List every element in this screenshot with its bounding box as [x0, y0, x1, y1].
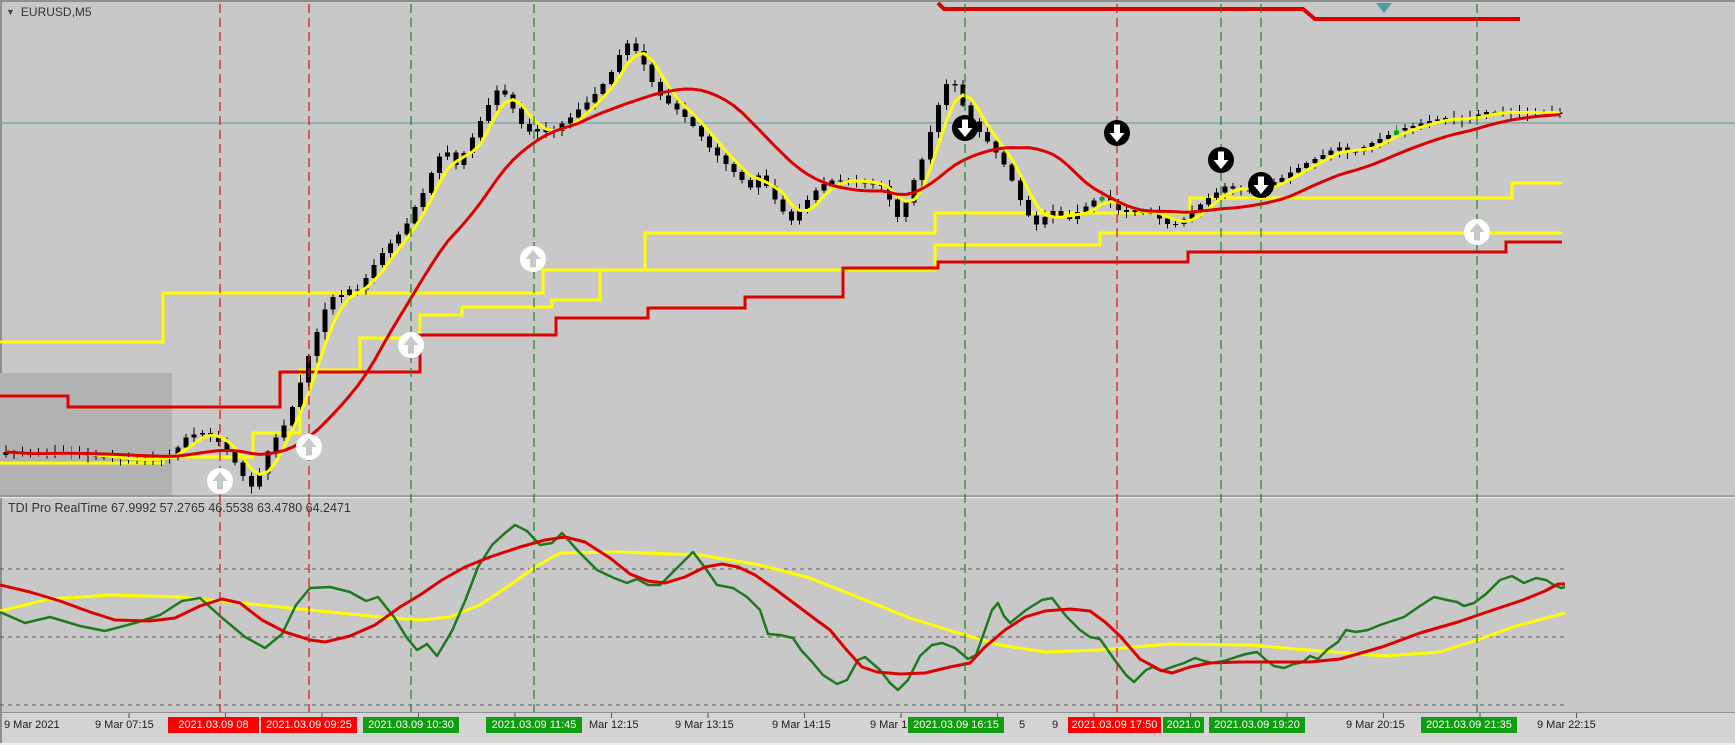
buy-signal-icon	[296, 434, 322, 460]
ma-line-red	[5, 87, 1561, 458]
sell-signal-icon	[1208, 147, 1234, 173]
time-axis-label: 9	[1052, 719, 1059, 731]
tdi-yellow-line	[0, 550, 1566, 658]
window-left-border	[0, 0, 2, 745]
buy-signal-icon	[207, 468, 233, 494]
time-axis-label: 2021.03.09 08	[168, 717, 259, 733]
yellow-upper-step	[0, 181, 1562, 344]
time-axis-label: 2021.03.09 11:45	[486, 717, 582, 733]
time-axis-label: 2021.03.09 16:15	[908, 717, 1004, 733]
tdi-green-line	[0, 523, 1566, 692]
time-axis-label: 2021.03.09 09:25	[261, 717, 357, 733]
time-axis-label: Mar 12:15	[589, 719, 639, 731]
sell-signal-icon	[952, 115, 978, 141]
window-top-border	[0, 0, 1735, 2]
time-axis-label: 9 Mar 2021	[4, 719, 60, 731]
chevron-down-icon[interactable]: ▼	[6, 7, 15, 17]
time-axis-label: 2021.03.09 19:20	[1209, 717, 1305, 733]
red-upper-step	[936, 1, 1520, 21]
buy-signal-icon	[398, 332, 424, 358]
time-axis-label: 9 Mar 20:15	[1346, 719, 1405, 731]
time-axis-label: 9 Mar 07:15	[95, 719, 154, 731]
session-highlight-rect	[0, 373, 172, 497]
time-axis-label: 5	[1019, 719, 1026, 731]
time-axis-label: 2021.03.09 17:50	[1068, 717, 1161, 733]
time-axis-label: 9 Mar 13:15	[675, 719, 734, 731]
alert-marker-icon	[1376, 3, 1392, 13]
tdi-indicator-panel[interactable]	[0, 523, 1567, 706]
symbol-timeframe-text: EURUSD,M5	[20, 5, 92, 19]
time-axis-label: 2021.03.09 10:30	[363, 717, 459, 733]
buy-signal-icon	[1464, 219, 1490, 245]
indicator-label: TDI Pro RealTime 67.9992 57.2765 46.5538…	[8, 501, 351, 515]
time-axis-label: 9 Mar 22:15	[1537, 719, 1596, 731]
time-axis-label: 2021.0	[1163, 717, 1204, 733]
symbol-label: ▼ EURUSD,M5	[6, 5, 92, 19]
time-axis[interactable]: 9 Mar 2021 9 Mar 07:15 2021.03.09 08 2021.0…	[0, 714, 1735, 745]
sell-signal-icon	[1104, 120, 1130, 146]
ma-line-yellow	[5, 51, 1561, 477]
window-bottom-edge	[0, 743, 1735, 745]
tdi-red-line	[0, 535, 1565, 676]
sell-signal-icon	[1248, 172, 1274, 198]
yellow-lower-step	[0, 231, 1562, 465]
time-axis-label: 9 Mar 14:15	[772, 719, 831, 731]
buy-signal-icon	[520, 246, 546, 272]
time-axis-label: 9 Mar 1	[870, 719, 908, 731]
time-axis-label: 2021.03.09 21:35	[1421, 717, 1517, 733]
red-lower-step	[0, 240, 1562, 409]
